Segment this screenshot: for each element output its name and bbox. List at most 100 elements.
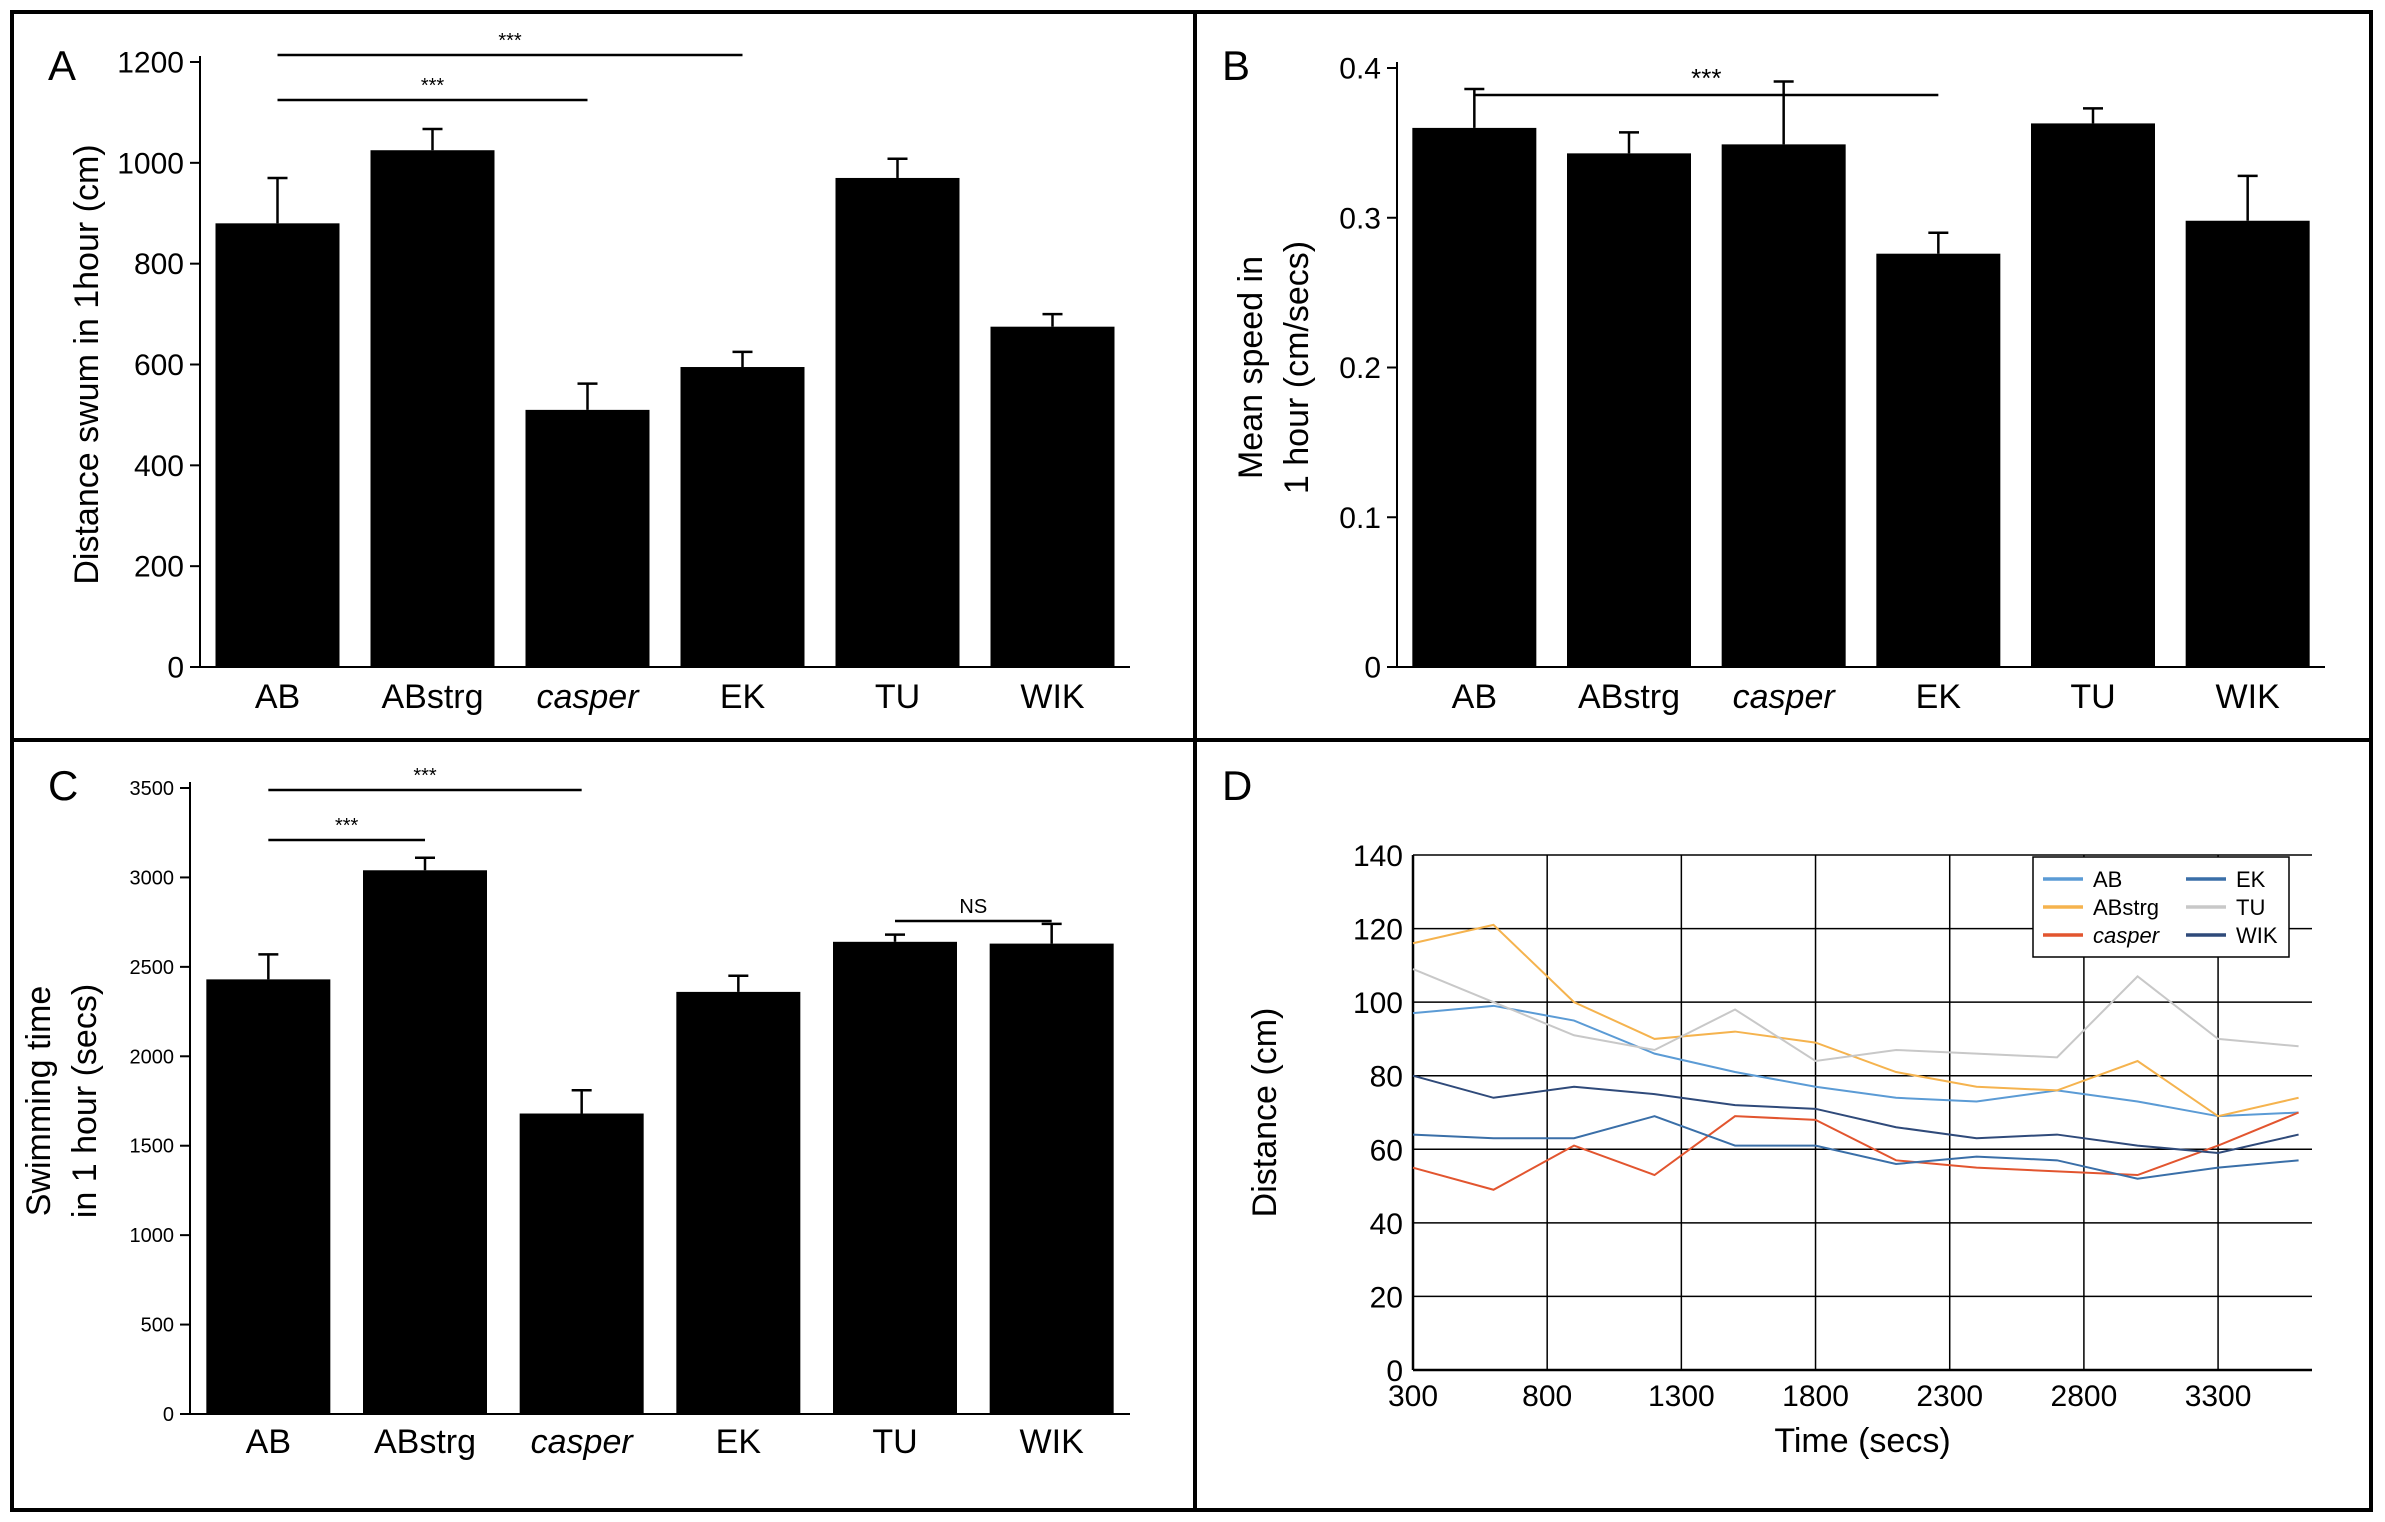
chart-a-bar-ab bbox=[215, 223, 340, 668]
chart-a-category-label: WIK bbox=[1020, 678, 1085, 716]
chart-c-category-label: ABstrg bbox=[374, 1423, 476, 1461]
chart-c-y-tick-label: 3500 bbox=[130, 778, 175, 800]
chart-c-y-axis-label: Swimming time bbox=[20, 986, 58, 1216]
chart-b-category-label: TU bbox=[2070, 678, 2115, 716]
chart-b-bar-ek bbox=[1876, 253, 2001, 667]
chart-d-x-axis-label: Time (secs) bbox=[1774, 1422, 1950, 1460]
chart-d-y-axis-label: Distance (cm) bbox=[1246, 1008, 1284, 1218]
chart-c-bar-wik bbox=[989, 943, 1114, 1414]
chart-d-series-ab bbox=[1412, 1004, 2299, 1118]
chart-a-category-label: AB bbox=[255, 678, 300, 716]
chart-a-y-tick-label: 1000 bbox=[117, 147, 184, 180]
chart-c-y-tick-label: 2000 bbox=[130, 1046, 175, 1068]
chart-d-y-tick-label: 120 bbox=[1353, 914, 1403, 947]
chart-b-y-tick-label: 0.1 bbox=[1339, 502, 1381, 535]
chart-d-x-tick-label: 3300 bbox=[2185, 1380, 2252, 1413]
chart-c-bar-ek bbox=[676, 991, 801, 1414]
chart-d-series-wik bbox=[1412, 1074, 2299, 1154]
chart-c-y-tick-label: 500 bbox=[141, 1315, 174, 1337]
chart-d-y-tick-label: 100 bbox=[1353, 987, 1403, 1020]
chart-a-significance-label: *** bbox=[421, 75, 445, 97]
chart-d-legend-label: WIK bbox=[2236, 923, 2278, 948]
chart-d-series-casper bbox=[1412, 1111, 2299, 1191]
chart-d-x-tick-label: 2300 bbox=[1916, 1380, 1983, 1413]
chart-a-y-tick-label: 400 bbox=[134, 450, 184, 483]
chart-d-x-tick-label: 1800 bbox=[1782, 1380, 1849, 1413]
chart-b-category-label: EK bbox=[1916, 678, 1962, 716]
chart-c-bar-ab bbox=[206, 979, 331, 1414]
chart-a-distance-swum: 0 200 400 600 800 1000 1200 AB ABstrg casper EK TU W… bbox=[68, 30, 1130, 716]
chart-d-legend-label: ABstrg bbox=[2093, 895, 2159, 920]
chart-d-legend-label: EK bbox=[2236, 867, 2266, 892]
chart-a-category-label: TU bbox=[875, 678, 920, 716]
chart-b-bar-ab bbox=[1412, 127, 1537, 667]
chart-b-bar-casper bbox=[1721, 144, 1846, 667]
chart-c-bar-casper bbox=[519, 1113, 644, 1414]
chart-c-y-tick-label: 1000 bbox=[130, 1225, 175, 1247]
chart-b-y-tick-label: 0.3 bbox=[1339, 202, 1381, 235]
chart-b-category-label: WIK bbox=[2216, 678, 2281, 716]
chart-d-series-tu bbox=[1412, 968, 2299, 1063]
chart-d-x-tick-label: 1300 bbox=[1648, 1380, 1715, 1413]
chart-c-y-tick-label: 1500 bbox=[130, 1136, 175, 1158]
chart-d-y-tick-label: 0 bbox=[1386, 1355, 1403, 1388]
chart-d-legend: AB ABstrg casper EK TU WIK bbox=[2032, 856, 2290, 958]
chart-c-y-axis-label: in 1 hour (secs) bbox=[66, 984, 104, 1218]
chart-b-category-label: ABstrg bbox=[1578, 678, 1680, 716]
chart-d-series-abstrg bbox=[1412, 923, 2299, 1118]
chart-a-category-label: EK bbox=[720, 678, 766, 716]
chart-a-bar-tu bbox=[835, 177, 960, 668]
chart-b-bar-tu bbox=[2031, 123, 2155, 668]
chart-b-bar-wik bbox=[2185, 220, 2310, 667]
chart-c-y-tick-label: 3000 bbox=[130, 867, 175, 889]
chart-d-distance-over-time: 0 20 40 60 80 100 120 140 300 800 1300 1800 2300 2800… bbox=[1246, 840, 2312, 1460]
chart-b-y-tick-label: 0 bbox=[1364, 652, 1381, 685]
chart-a-category-label: casper bbox=[536, 678, 640, 716]
chart-d-y-tick-label: 40 bbox=[1370, 1208, 1403, 1241]
chart-c-bar-tu bbox=[833, 941, 957, 1414]
chart-b-category-label: casper bbox=[1733, 678, 1837, 716]
chart-b-bar-abstrg bbox=[1567, 153, 1691, 668]
chart-a-y-axis-label: Distance swum in 1hour (cm) bbox=[68, 144, 106, 584]
chart-a-bar-wik bbox=[990, 326, 1115, 667]
chart-c-category-label: EK bbox=[716, 1423, 762, 1461]
chart-a-y-tick-label: 200 bbox=[134, 551, 184, 584]
chart-c-significance-label: *** bbox=[335, 815, 359, 837]
chart-d-y-tick-label: 20 bbox=[1370, 1281, 1403, 1314]
chart-a-bar-casper bbox=[525, 409, 650, 667]
chart-c-y-tick-label: 2500 bbox=[130, 957, 175, 979]
chart-a-y-tick-label: 600 bbox=[134, 349, 184, 382]
chart-c-bar-abstrg bbox=[363, 870, 487, 1414]
chart-d-legend-label: TU bbox=[2236, 895, 2265, 920]
chart-a-y-tick-label: 0 bbox=[167, 652, 184, 685]
chart-b-mean-speed: 0 0.1 0.2 0.3 0.4 AB ABstrg casper EK TU WIK Mean s… bbox=[1232, 53, 2325, 716]
chart-b-y-axis-label: Mean speed in bbox=[1232, 256, 1270, 479]
chart-b-y-axis-label: 1 hour (cm/secs) bbox=[1278, 241, 1316, 494]
chart-d-x-tick-label: 2800 bbox=[2051, 1380, 2118, 1413]
panel-a-label: A bbox=[48, 42, 76, 89]
chart-c-category-label: WIK bbox=[1020, 1423, 1085, 1461]
chart-c-y-tick-label: 0 bbox=[163, 1404, 174, 1426]
chart-a-bar-abstrg bbox=[370, 150, 495, 667]
chart-b-y-tick-label: 0.4 bbox=[1339, 53, 1381, 86]
chart-a-significance-label: *** bbox=[498, 30, 522, 52]
chart-c-category-label: casper bbox=[531, 1423, 635, 1461]
chart-a-y-tick-label: 1200 bbox=[117, 47, 184, 80]
chart-c-category-label: AB bbox=[246, 1423, 291, 1461]
chart-d-series-ek bbox=[1412, 1115, 2299, 1180]
chart-d-x-tick-label: 300 bbox=[1388, 1380, 1438, 1413]
chart-c-significance-label: *** bbox=[413, 765, 437, 787]
chart-d-y-tick-label: 80 bbox=[1370, 1061, 1403, 1094]
chart-b-significance-label: *** bbox=[1691, 63, 1721, 93]
chart-a-y-tick-label: 800 bbox=[134, 248, 184, 281]
chart-d-x-tick-label: 800 bbox=[1522, 1380, 1572, 1413]
panel-d-frame bbox=[1193, 738, 2373, 1512]
chart-d-y-tick-label: 60 bbox=[1370, 1134, 1403, 1167]
panel-d-label: D bbox=[1222, 762, 1252, 809]
panel-c-label: C bbox=[48, 762, 78, 809]
chart-d-y-tick-label: 140 bbox=[1353, 840, 1403, 873]
chart-d-legend-label: AB bbox=[2093, 867, 2122, 892]
chart-c-significance-label: NS bbox=[959, 896, 987, 918]
